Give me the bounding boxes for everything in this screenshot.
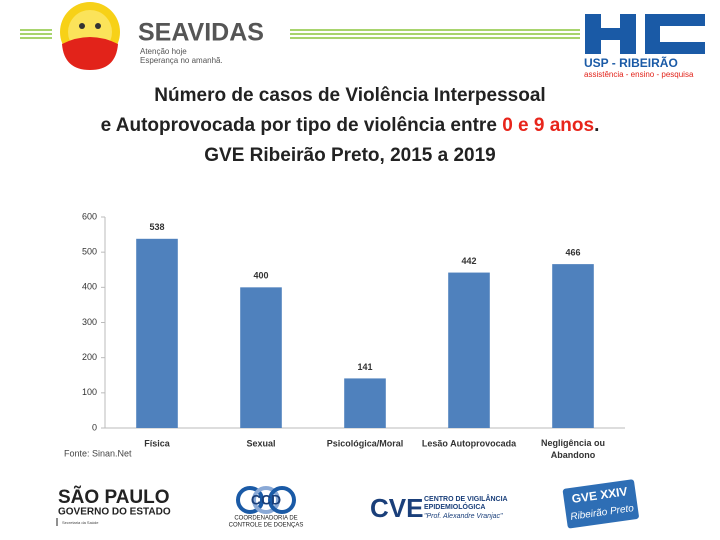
gve-logo: GVE XXIV Ribeirão Preto <box>562 479 639 529</box>
label-line: Negligência ou <box>541 438 605 448</box>
logo-line: EPIDEMIOLÓGICA <box>424 502 485 511</box>
logo-name: CVE <box>370 493 423 523</box>
logo-tagline: Esperança no amanhã. <box>140 56 223 65</box>
bar <box>240 287 282 428</box>
x-tick-label: Negligência ou Abandono <box>541 438 605 460</box>
cve-logo: CVE CENTRO DE VIGILÂNCIA EPIDEMIOLÓGICA … <box>370 493 508 523</box>
x-tick-label: Psicológica/Moral <box>327 438 404 448</box>
logo-name: CCD <box>251 492 281 508</box>
y-tick-label: 400 <box>82 282 97 292</box>
seavidas-logo: SEAVIDAS Atenção hoje Esperança no amanh… <box>60 2 264 70</box>
ccd-logo: CCD COORDENADORIA DE CONTROLE DE DOENÇAS <box>229 486 304 529</box>
logo-line: CONTROLE DE DOENÇAS <box>229 523 304 529</box>
title-part: e Autoprovocada por tipo de violência en… <box>101 115 497 136</box>
bar <box>344 378 386 428</box>
logo-name: USP - RIBEIRÃO <box>584 55 678 70</box>
value-label: 466 <box>565 247 580 257</box>
sp-logo: SÃO PAULO GOVERNO DO ESTADO Secretaria d… <box>56 486 171 526</box>
y-tick-label: 600 <box>82 211 97 221</box>
source: Fonte: Sinan.Net <box>64 448 132 458</box>
value-label: 141 <box>357 362 372 372</box>
value-label: 538 <box>149 222 164 232</box>
value-label: 400 <box>253 271 268 281</box>
label-line: Abandono <box>551 450 596 460</box>
title-line: e Autoprovocada por tipo de violência en… <box>101 115 600 136</box>
bar <box>448 272 490 428</box>
hc-logo: USP - RIBEIRÃO assistência - ensino - pe… <box>584 14 705 79</box>
logo-tagline: Atenção hoje <box>140 47 187 56</box>
logo-line: COORDENADORIA DE <box>234 516 297 522</box>
value-label: 442 <box>461 256 476 266</box>
title-part: . <box>594 115 599 136</box>
logo-line: GOVERNO DO ESTADO <box>58 507 171 518</box>
y-tick-label: 0 <box>92 422 97 432</box>
bar <box>136 238 178 428</box>
title-line: Número de casos de Violência Interpessoa… <box>154 85 545 106</box>
logo-name: SÃO PAULO <box>58 486 170 508</box>
logo-line: CENTRO DE VIGILÂNCIA <box>424 494 508 503</box>
y-tick-label: 500 <box>82 247 97 257</box>
logo-line: "Prof. Alexandre Vranjac" <box>424 513 503 520</box>
x-tick-label: Sexual <box>246 438 275 448</box>
logo-name: SEAVIDAS <box>138 19 264 47</box>
bar <box>552 264 594 428</box>
y-tick-label: 200 <box>82 352 97 362</box>
logo-tagline: assistência - ensino - pesquisa <box>584 70 694 79</box>
title-line: GVE Ribeirão Preto, 2015 a 2019 <box>204 145 496 166</box>
y-tick-label: 100 <box>82 387 97 397</box>
logo-line: Secretaria da Saúde <box>62 520 99 525</box>
x-tick-label: Lesão Autoprovocada <box>422 438 517 448</box>
x-tick-label: Física <box>144 438 171 448</box>
title-highlight: 0 e 9 anos <box>502 115 594 136</box>
header-stripes <box>20 29 580 39</box>
y-tick-label: 300 <box>82 317 97 327</box>
